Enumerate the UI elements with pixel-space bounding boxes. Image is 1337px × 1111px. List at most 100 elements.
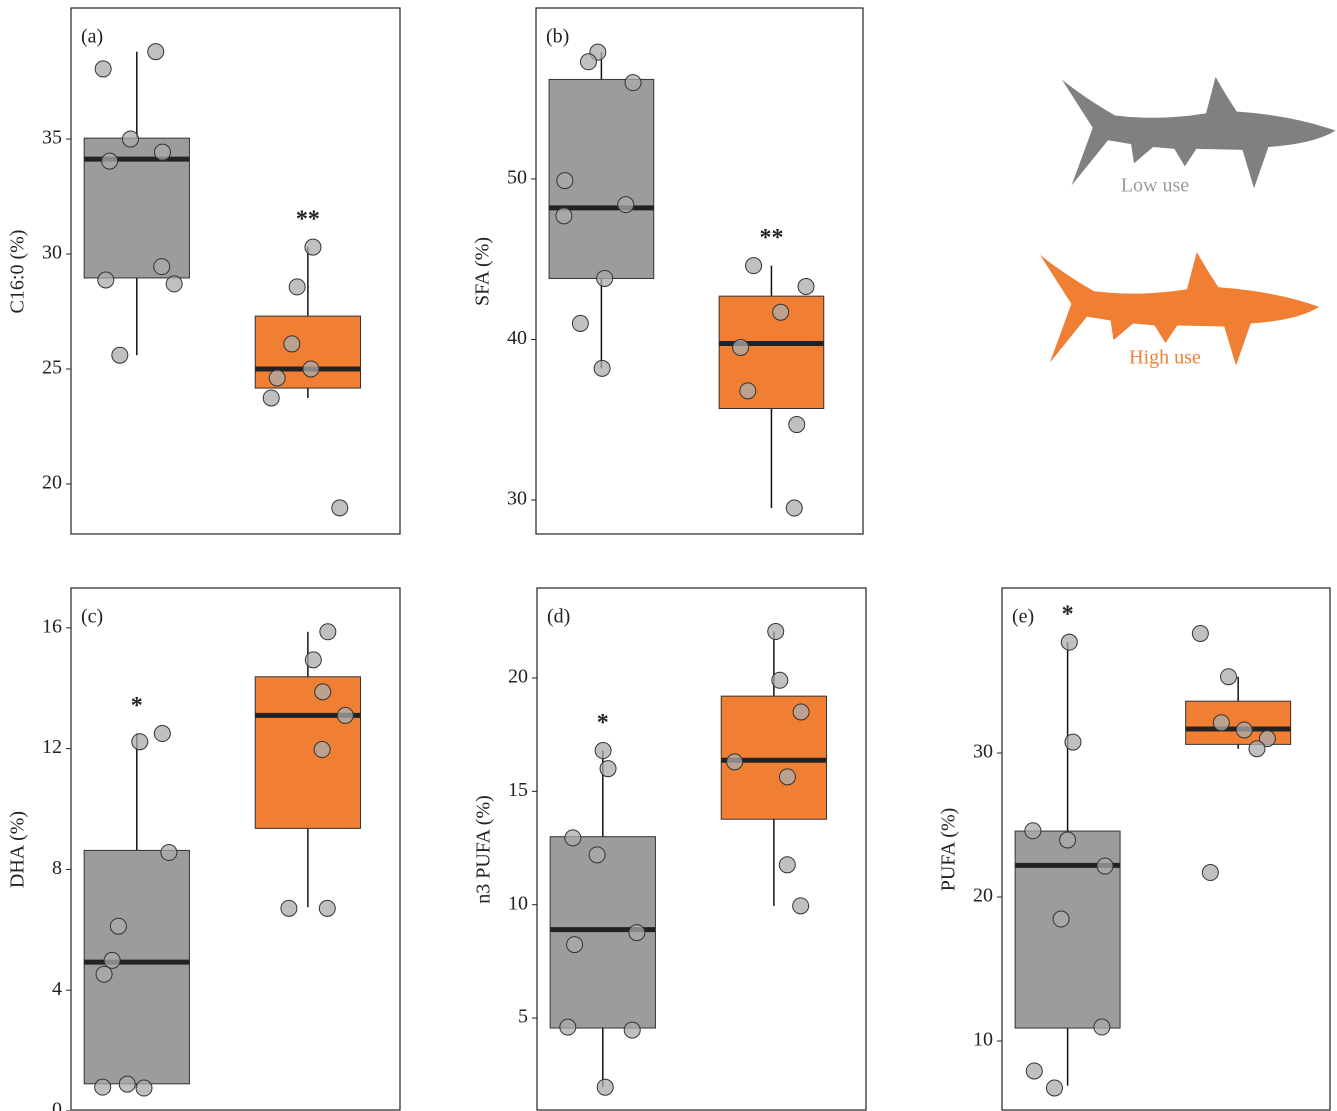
y-tick-label: 40: [507, 327, 527, 349]
point: [778, 768, 796, 786]
point: [1258, 730, 1276, 748]
point: [304, 238, 322, 256]
point: [319, 623, 337, 641]
y-tick-label: 20: [42, 472, 62, 494]
point: [314, 683, 332, 701]
plot-frame: [70, 7, 401, 535]
point: [564, 829, 582, 847]
point: [1045, 1079, 1063, 1097]
point: [153, 143, 171, 161]
panel-label: (b): [546, 26, 569, 48]
panel-label: (e): [1012, 606, 1034, 628]
y-tick-label: 30: [973, 741, 993, 763]
point: [94, 1078, 112, 1096]
y-axis-label: C16:0 (%): [7, 230, 29, 314]
point: [596, 1078, 614, 1096]
y-axis-label: SFA (%): [472, 237, 494, 306]
point: [280, 899, 298, 917]
point: [1212, 714, 1230, 732]
point: [571, 314, 589, 332]
point: [556, 172, 574, 190]
point: [318, 899, 336, 917]
point: [165, 275, 183, 293]
y-tick-label: 30: [507, 488, 527, 510]
point: [1191, 625, 1209, 643]
point: [331, 499, 349, 517]
point: [94, 60, 112, 78]
y-tick-label: 10: [508, 892, 528, 914]
point: [97, 271, 115, 289]
point: [1235, 721, 1253, 739]
shark-low-use: [1062, 76, 1336, 189]
point: [1093, 1018, 1111, 1036]
point: [1096, 857, 1114, 875]
point: [559, 1018, 577, 1036]
point: [745, 257, 763, 275]
y-tick-label: 0: [52, 1099, 62, 1111]
point: [579, 53, 597, 71]
point: [726, 753, 744, 771]
y-tick-label: 50: [507, 167, 527, 189]
y-tick-label: 4: [52, 978, 62, 1000]
point: [160, 844, 178, 862]
significance: *: [1062, 602, 1074, 628]
point: [555, 207, 573, 225]
point: [313, 741, 331, 759]
point: [593, 359, 611, 377]
point: [797, 278, 815, 296]
point: [283, 335, 301, 353]
point: [121, 130, 139, 148]
plot-frame: [536, 587, 867, 1111]
plot-frame: [1001, 587, 1331, 1111]
point: [336, 706, 354, 724]
point: [788, 416, 806, 434]
point: [785, 499, 803, 517]
significance: **: [296, 207, 320, 233]
point: [101, 152, 119, 170]
point: [1064, 733, 1082, 751]
y-tick-label: 5: [518, 1006, 528, 1028]
legend-low-use: Low use: [1121, 175, 1189, 197]
y-tick-label: 16: [42, 615, 62, 637]
point: [153, 725, 171, 743]
y-tick-label: 15: [508, 779, 528, 801]
point: [1025, 1062, 1043, 1080]
point: [739, 382, 757, 400]
significance: *: [597, 710, 609, 736]
point: [268, 369, 286, 387]
point: [588, 846, 606, 864]
y-tick-label: 8: [52, 857, 62, 879]
point: [304, 651, 322, 669]
point: [599, 760, 617, 778]
y-axis-label: n3 PUFA (%): [473, 795, 495, 904]
y-tick-label: 10: [973, 1029, 993, 1051]
y-tick-label: 12: [42, 736, 62, 758]
point: [1024, 822, 1042, 840]
point: [617, 196, 635, 214]
point: [1052, 910, 1070, 928]
point: [103, 951, 121, 969]
point: [628, 924, 646, 942]
point: [771, 671, 789, 689]
point: [1201, 864, 1219, 882]
point: [732, 339, 750, 357]
y-tick-label: 35: [42, 127, 62, 149]
legend-high-use: High use: [1129, 347, 1201, 369]
point: [135, 1079, 153, 1097]
point: [288, 278, 306, 296]
y-tick-label: 25: [42, 357, 62, 379]
point: [792, 897, 810, 915]
significance: *: [131, 693, 143, 719]
point: [95, 965, 113, 983]
point: [623, 1021, 641, 1039]
panel-label: (d): [547, 606, 570, 628]
point: [1060, 633, 1078, 651]
y-tick-label: 30: [42, 242, 62, 264]
point: [596, 269, 614, 287]
point: [302, 360, 320, 378]
point: [767, 623, 785, 641]
point: [594, 742, 612, 760]
point: [792, 703, 810, 721]
point: [109, 917, 127, 935]
